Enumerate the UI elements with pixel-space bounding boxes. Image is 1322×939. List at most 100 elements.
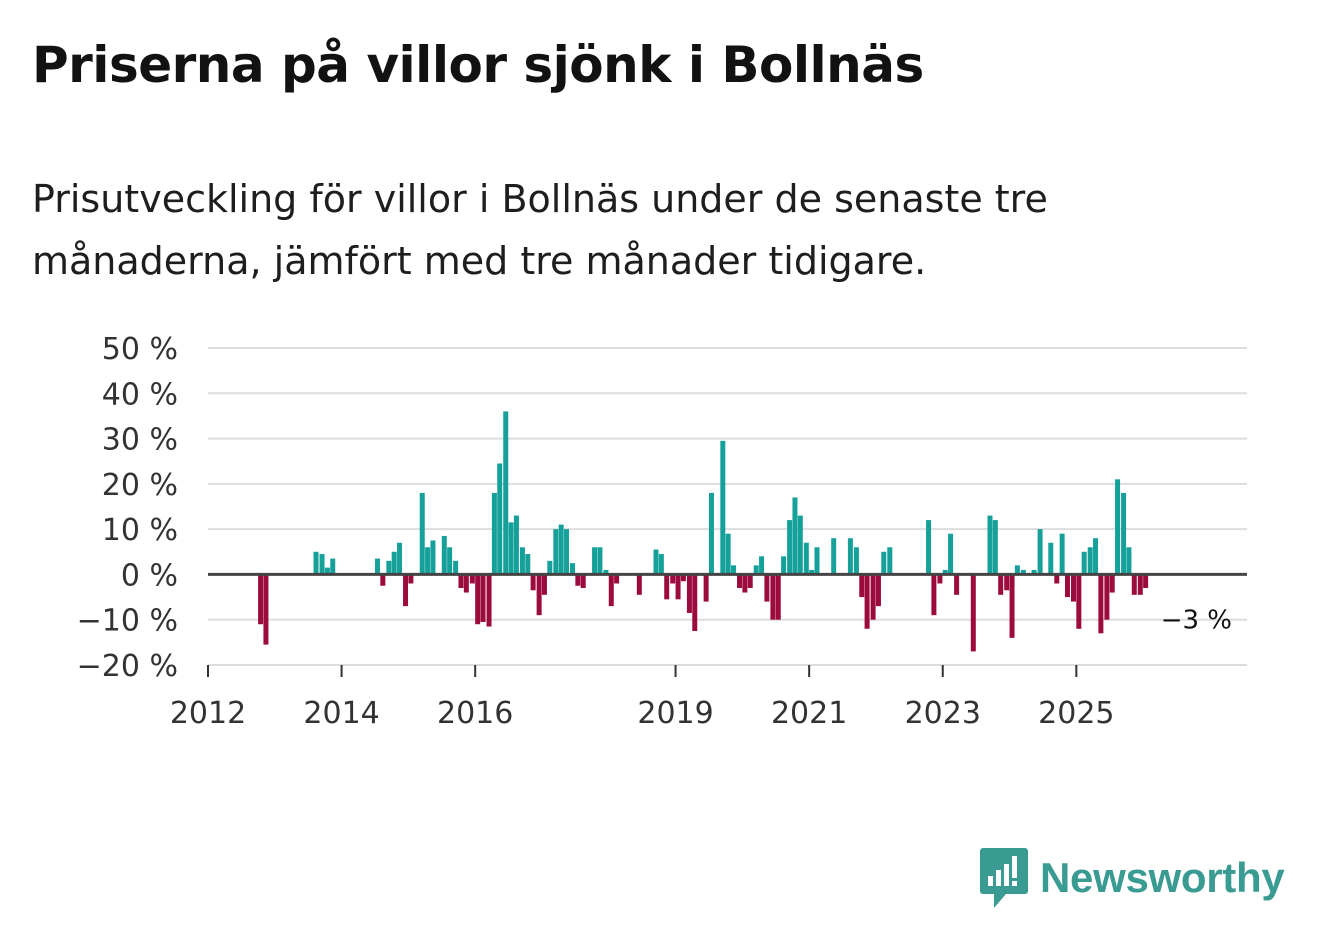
- bar[interactable]: [764, 574, 770, 602]
- bar[interactable]: [580, 574, 586, 589]
- bar[interactable]: [608, 574, 614, 607]
- bar[interactable]: [1031, 569, 1037, 575]
- bar[interactable]: [875, 574, 881, 607]
- bar[interactable]: [720, 440, 726, 575]
- bar[interactable]: [592, 547, 598, 575]
- bar[interactable]: [324, 567, 330, 575]
- bar[interactable]: [1004, 574, 1010, 591]
- bar[interactable]: [1014, 565, 1020, 575]
- newsworthy-logo[interactable]: Newsworthy: [980, 848, 1285, 908]
- bar[interactable]: [1070, 574, 1076, 602]
- bar[interactable]: [380, 574, 386, 586]
- bar[interactable]: [469, 574, 475, 584]
- bar[interactable]: [747, 574, 753, 589]
- bar[interactable]: [797, 515, 803, 575]
- bar[interactable]: [386, 560, 392, 575]
- bar[interactable]: [330, 558, 336, 575]
- bar[interactable]: [1126, 547, 1132, 575]
- bar[interactable]: [937, 574, 943, 584]
- bar[interactable]: [258, 574, 264, 625]
- bar[interactable]: [313, 551, 319, 575]
- bar[interactable]: [397, 542, 403, 575]
- bar[interactable]: [541, 574, 547, 595]
- bar[interactable]: [1048, 542, 1054, 575]
- bar[interactable]: [1098, 574, 1104, 634]
- bar[interactable]: [781, 556, 787, 575]
- bar[interactable]: [864, 574, 870, 629]
- bar[interactable]: [603, 569, 609, 575]
- bar[interactable]: [570, 563, 576, 575]
- bar[interactable]: [480, 574, 486, 622]
- bar[interactable]: [374, 558, 380, 575]
- bar[interactable]: [430, 540, 436, 575]
- bar[interactable]: [519, 547, 525, 575]
- bar[interactable]: [525, 554, 531, 575]
- bar[interactable]: [970, 574, 976, 652]
- bar[interactable]: [814, 547, 820, 575]
- bar[interactable]: [787, 520, 793, 575]
- bar[interactable]: [513, 515, 519, 575]
- bar[interactable]: [680, 574, 686, 582]
- bar[interactable]: [475, 574, 481, 625]
- bar[interactable]: [658, 554, 664, 575]
- bar[interactable]: [636, 574, 642, 595]
- bar[interactable]: [664, 574, 670, 600]
- bar[interactable]: [453, 560, 459, 575]
- bar[interactable]: [1059, 533, 1065, 575]
- bar[interactable]: [992, 520, 998, 575]
- bar[interactable]: [463, 574, 469, 593]
- bar[interactable]: [447, 547, 453, 575]
- bar[interactable]: [1081, 551, 1087, 575]
- bar[interactable]: [859, 574, 865, 598]
- bar[interactable]: [1137, 574, 1143, 595]
- bar[interactable]: [536, 574, 542, 616]
- bar[interactable]: [708, 492, 714, 575]
- bar[interactable]: [441, 535, 447, 575]
- bar[interactable]: [1076, 574, 1082, 629]
- bar[interactable]: [653, 549, 659, 575]
- bar[interactable]: [1121, 492, 1127, 575]
- bar[interactable]: [491, 492, 497, 575]
- bar[interactable]: [1131, 574, 1137, 595]
- bar[interactable]: [553, 529, 559, 575]
- bar[interactable]: [853, 547, 859, 575]
- bar[interactable]: [530, 574, 536, 591]
- bar[interactable]: [1143, 574, 1149, 589]
- bar[interactable]: [391, 551, 397, 575]
- bar[interactable]: [809, 569, 815, 575]
- bar[interactable]: [692, 574, 698, 632]
- bar[interactable]: [1093, 538, 1099, 575]
- bar[interactable]: [508, 522, 514, 575]
- bar[interactable]: [503, 411, 509, 575]
- bar[interactable]: [558, 524, 564, 575]
- bar[interactable]: [1037, 529, 1043, 575]
- bar[interactable]: [926, 520, 932, 575]
- bar[interactable]: [614, 574, 620, 584]
- bar[interactable]: [742, 574, 748, 593]
- bar[interactable]: [403, 574, 409, 607]
- bar[interactable]: [948, 533, 954, 575]
- bar[interactable]: [497, 463, 503, 575]
- bar[interactable]: [486, 574, 492, 627]
- bar[interactable]: [987, 515, 993, 575]
- bar[interactable]: [1009, 574, 1015, 638]
- bar[interactable]: [1020, 569, 1026, 575]
- bar[interactable]: [847, 538, 853, 575]
- bar[interactable]: [775, 574, 781, 620]
- bar[interactable]: [425, 547, 431, 575]
- bar[interactable]: [792, 497, 798, 575]
- bar[interactable]: [942, 569, 948, 575]
- bar[interactable]: [686, 574, 692, 613]
- bar[interactable]: [319, 554, 325, 575]
- bar[interactable]: [1115, 479, 1121, 575]
- bar[interactable]: [1064, 574, 1070, 598]
- bar[interactable]: [931, 574, 937, 616]
- bar[interactable]: [1109, 574, 1115, 593]
- bar[interactable]: [803, 542, 809, 575]
- bar[interactable]: [675, 574, 681, 600]
- bar[interactable]: [753, 565, 759, 575]
- bar[interactable]: [737, 574, 743, 589]
- bar[interactable]: [759, 556, 765, 575]
- bar[interactable]: [831, 538, 837, 575]
- bar[interactable]: [458, 574, 464, 589]
